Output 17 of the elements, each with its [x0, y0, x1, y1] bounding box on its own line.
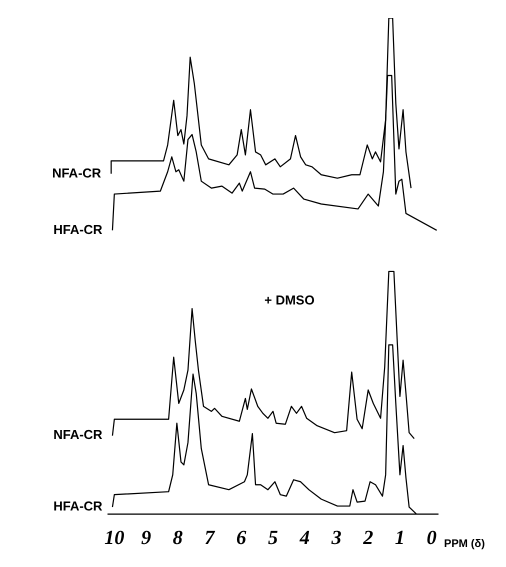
x-tick-label: 6	[236, 527, 246, 550]
series-label: HFA-CR	[53, 498, 104, 514]
series-label: HFA-CR	[53, 222, 104, 237]
x-axis-title: PPM (δ)	[444, 538, 486, 550]
x-tick-label: 5	[268, 527, 278, 550]
x-tick-label: 3	[330, 527, 342, 550]
x-tick-label: 7	[204, 527, 216, 550]
series-label: NFA-CR	[53, 427, 104, 442]
x-tick-label: 8	[172, 527, 183, 550]
x-tick-label: 1	[394, 527, 405, 550]
x-tick-label: 4	[298, 527, 310, 550]
annotation: + DMSO	[264, 292, 315, 308]
x-tick-label: 0	[426, 527, 437, 550]
x-tick-label: 10	[104, 527, 124, 550]
x-tick-label: 9	[141, 527, 152, 550]
x-tick-label: 2	[362, 527, 374, 550]
series-label: NFA-CR	[52, 165, 102, 180]
